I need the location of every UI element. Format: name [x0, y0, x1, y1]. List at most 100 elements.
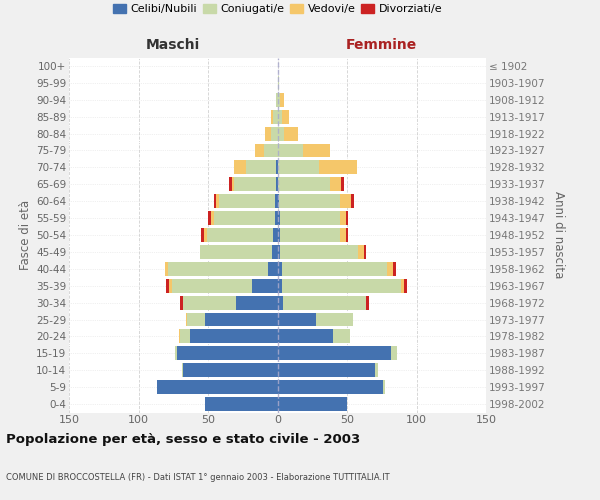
Bar: [340, 228, 346, 242]
Bar: [166, 279, 169, 292]
Bar: [277, 144, 302, 158]
Bar: [276, 160, 277, 174]
Bar: [275, 211, 277, 225]
Bar: [236, 296, 277, 310]
Bar: [206, 228, 274, 242]
Bar: [302, 144, 331, 158]
Text: COMUNE DI BROCCOSTELLA (FR) - Dati ISTAT 1° gennaio 2003 - Elaborazione TUTTITAL: COMUNE DI BROCCOSTELLA (FR) - Dati ISTAT…: [6, 473, 389, 482]
Bar: [280, 211, 340, 225]
Bar: [281, 110, 289, 124]
Bar: [277, 228, 280, 242]
Bar: [201, 228, 204, 242]
Bar: [167, 262, 268, 276]
Bar: [401, 279, 404, 292]
Bar: [277, 160, 319, 174]
Bar: [277, 364, 375, 377]
Bar: [277, 346, 391, 360]
Bar: [205, 312, 277, 326]
Text: Popolazione per età, sesso e stato civile - 2003: Popolazione per età, sesso e stato civil…: [6, 432, 360, 446]
Bar: [245, 160, 276, 174]
Y-axis label: Anni di nascita: Anni di nascita: [552, 192, 565, 278]
Bar: [375, 364, 377, 377]
Bar: [333, 330, 350, 344]
Bar: [367, 296, 369, 310]
Bar: [277, 245, 280, 259]
Bar: [172, 279, 253, 292]
Bar: [391, 346, 397, 360]
Bar: [274, 110, 277, 124]
Bar: [217, 194, 219, 208]
Bar: [383, 380, 385, 394]
Bar: [351, 194, 354, 208]
Bar: [277, 262, 281, 276]
Bar: [276, 93, 277, 106]
Bar: [178, 346, 277, 360]
Bar: [180, 296, 183, 310]
Bar: [200, 245, 272, 259]
Bar: [165, 262, 167, 276]
Bar: [214, 211, 275, 225]
Bar: [340, 194, 351, 208]
Bar: [283, 296, 367, 310]
Bar: [281, 279, 401, 292]
Y-axis label: Fasce di età: Fasce di età: [19, 200, 32, 270]
Bar: [175, 346, 178, 360]
Bar: [393, 262, 395, 276]
Bar: [180, 330, 190, 344]
Bar: [277, 296, 283, 310]
Bar: [280, 245, 358, 259]
Bar: [388, 262, 393, 276]
Bar: [346, 228, 349, 242]
Bar: [255, 144, 263, 158]
Bar: [157, 380, 277, 394]
Bar: [183, 364, 277, 377]
Bar: [277, 194, 279, 208]
Bar: [187, 312, 205, 326]
Bar: [358, 245, 364, 259]
Bar: [277, 110, 281, 124]
Bar: [275, 194, 277, 208]
Bar: [183, 296, 236, 310]
Bar: [235, 178, 276, 191]
Bar: [277, 330, 333, 344]
Bar: [277, 178, 331, 191]
Bar: [277, 211, 280, 225]
Bar: [280, 93, 284, 106]
Bar: [404, 279, 407, 292]
Bar: [211, 211, 214, 225]
Bar: [271, 110, 274, 124]
Bar: [235, 160, 245, 174]
Bar: [280, 228, 340, 242]
Bar: [169, 279, 172, 292]
Bar: [276, 178, 277, 191]
Bar: [281, 262, 388, 276]
Bar: [265, 126, 271, 140]
Bar: [274, 228, 277, 242]
Bar: [204, 228, 206, 242]
Bar: [341, 178, 344, 191]
Bar: [219, 194, 275, 208]
Bar: [277, 279, 281, 292]
Text: Femmine: Femmine: [346, 38, 418, 52]
Bar: [263, 144, 277, 158]
Bar: [272, 245, 277, 259]
Bar: [279, 194, 340, 208]
Bar: [346, 211, 349, 225]
Bar: [277, 76, 279, 90]
Bar: [319, 160, 357, 174]
Bar: [179, 330, 180, 344]
Bar: [186, 312, 187, 326]
Bar: [284, 126, 298, 140]
Bar: [229, 178, 232, 191]
Bar: [277, 397, 347, 411]
Bar: [364, 245, 367, 259]
Bar: [277, 312, 316, 326]
Bar: [214, 194, 217, 208]
Bar: [182, 364, 183, 377]
Bar: [277, 380, 383, 394]
Bar: [277, 93, 280, 106]
Bar: [277, 126, 284, 140]
Bar: [331, 178, 341, 191]
Bar: [253, 279, 277, 292]
Bar: [232, 178, 235, 191]
